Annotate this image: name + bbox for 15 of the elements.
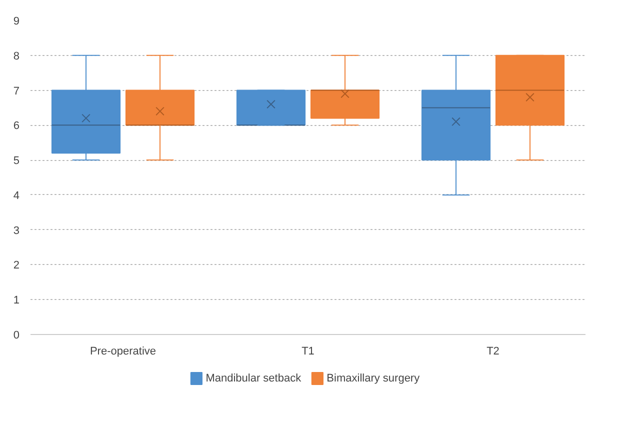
y-tick-label: 5	[13, 155, 20, 168]
x-tick-label: Pre-operative	[90, 346, 156, 358]
x-tick-label: T2	[486, 346, 500, 358]
y-tick-label: 2	[13, 260, 20, 272]
y-tick-label: 4	[13, 190, 20, 202]
y-tick-label: 9	[13, 16, 20, 28]
legend-label: Bimaxillary surgery	[326, 372, 420, 384]
y-tick-label: 0	[13, 330, 20, 342]
y-tick-label: 6	[13, 120, 20, 132]
y-tick-label: 8	[13, 50, 20, 62]
y-tick-label: 7	[13, 85, 20, 98]
y-tick-label: 1	[13, 294, 20, 307]
x-tick-label: T1	[302, 346, 314, 358]
legend-label: Mandibular setback	[206, 372, 302, 384]
y-tick-label: 3	[13, 224, 20, 237]
